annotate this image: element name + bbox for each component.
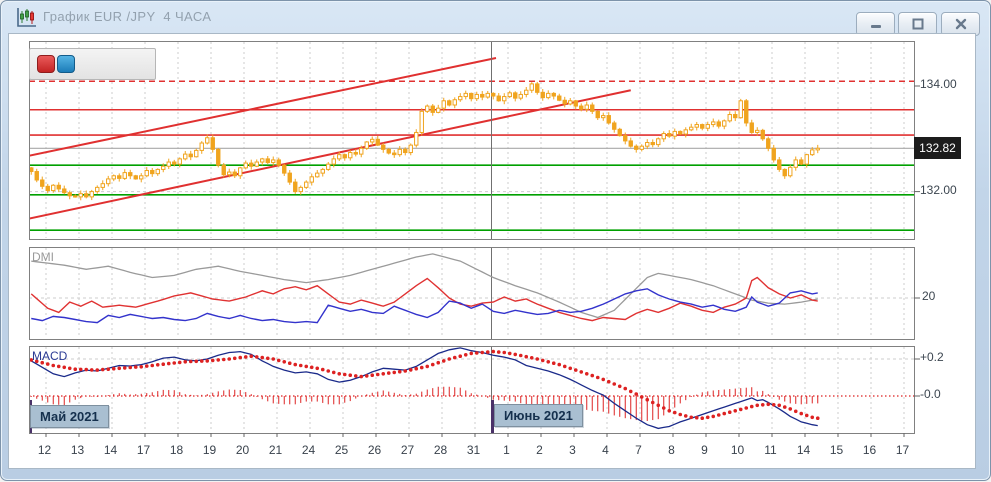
close-icon (955, 18, 966, 30)
time-axis[interactable] (29, 438, 929, 464)
chart-toolbar (29, 48, 156, 80)
month-label-june: Июнь 2021 (494, 404, 583, 427)
minimize-button[interactable] (856, 12, 895, 36)
macd-panel[interactable] (29, 346, 914, 433)
price-axis[interactable] (914, 41, 976, 433)
blue-square-button[interactable] (57, 55, 75, 73)
chart-app-icon (17, 8, 36, 27)
dmi-panel[interactable] (29, 247, 914, 339)
window-title: График EUR /JPY 4 ЧАСА (43, 9, 212, 24)
minimize-icon (870, 25, 881, 28)
month-label-may: Май 2021 (30, 405, 109, 428)
current-price-box: 132.82 (914, 137, 961, 160)
red-square-button[interactable] (37, 55, 55, 73)
title-bar[interactable]: График EUR /JPY 4 ЧАСА (1, 1, 990, 36)
close-button[interactable] (941, 12, 980, 36)
main-chart-panel[interactable] (29, 41, 914, 239)
maximize-icon (912, 18, 923, 30)
